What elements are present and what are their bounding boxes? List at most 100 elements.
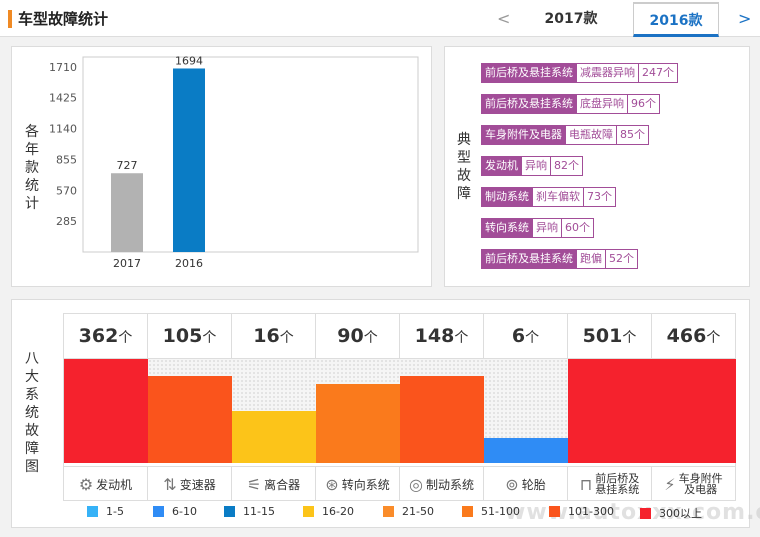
legend-label: 16-20: [322, 505, 354, 518]
vlabel-char: 大: [25, 369, 39, 385]
vlabel-char: 故: [25, 423, 39, 439]
system-label: ⚡ 车身附件 及电器: [652, 467, 736, 501]
fault-system: 发动机: [481, 156, 522, 176]
count-value: 466: [666, 325, 707, 347]
legend-swatch: [640, 507, 651, 519]
count-unit: 个: [706, 330, 721, 346]
fault-description: 底盘异响: [577, 94, 628, 114]
fault-description: 电瓶故障: [566, 125, 617, 145]
fault-description: 异响: [533, 218, 562, 238]
vlabel-char: 统: [25, 178, 39, 194]
system-label: ⊛ 转向系统: [316, 467, 400, 501]
vlabel-char: 障: [25, 441, 39, 457]
vlabel-char: 典: [457, 132, 471, 148]
legend-item: 300以上: [640, 505, 702, 521]
bar-转向系统: [316, 384, 400, 463]
vlabel-char: 年: [25, 142, 39, 158]
fault-count: 96个: [628, 94, 660, 114]
prev-arrow-icon[interactable]: <: [497, 9, 511, 28]
count-unit: 个: [202, 330, 217, 346]
count-value: 362: [78, 325, 119, 347]
bar-2017: [111, 173, 143, 252]
bar-制动系统: [400, 376, 484, 463]
fault-system: 制动系统: [481, 187, 533, 207]
bar-2016: [173, 68, 205, 252]
vlabel-char: 图: [25, 459, 39, 475]
tire-icon: ⊚: [505, 474, 519, 494]
system-name: 车身附件 及电器: [678, 472, 723, 496]
fault-item: 前后桥及悬挂系统 跑偏 52个: [481, 249, 638, 269]
y-tick-label: 285: [56, 215, 77, 228]
vlabel-char: 型: [457, 150, 471, 166]
system-count: 362个: [64, 314, 148, 358]
fault-description: 刹车偏软: [533, 187, 584, 207]
legend-swatch: [549, 506, 560, 517]
system-label: ⚟ 离合器: [232, 467, 316, 501]
fault-count: 73个: [584, 187, 616, 207]
typical-faults-panel: 典 型 故 障 前后桥及悬挂系统 减震器异响 247个 前后桥及悬挂系统 底盘异响 96个…: [444, 46, 750, 287]
system-name: 制动系统: [425, 477, 474, 492]
title-accent: [8, 10, 12, 28]
page-title: 车型故障统计: [18, 10, 109, 28]
fault-system: 车身附件及电器: [481, 125, 566, 145]
y-tick-label: 570: [56, 184, 77, 197]
vlabel-char: 统: [25, 405, 39, 421]
divider: [64, 358, 736, 359]
fault-description: 异响: [522, 156, 551, 176]
bar-车身附件及电器: [652, 359, 736, 463]
system-name: 转向系统: [341, 477, 390, 492]
system-count: 466个: [652, 314, 736, 358]
header: 车型故障统计 < 2017款 2016款 >: [0, 0, 760, 37]
count-value: 148: [414, 325, 455, 347]
system-name: 发动机: [96, 477, 133, 492]
eight-vertical-label: 八 大 系 统 故 障 图: [24, 350, 40, 476]
fault-system: 转向系统: [481, 218, 533, 238]
count-unit: 个: [363, 330, 378, 346]
count-value: 105: [162, 325, 203, 347]
legend-swatch: [462, 506, 473, 517]
bar-value-label: 727: [117, 159, 138, 172]
count-value: 90: [337, 325, 364, 347]
fault-item: 车身附件及电器 电瓶故障 85个: [481, 125, 649, 145]
legend-label: 1-5: [106, 505, 124, 518]
next-arrow-icon[interactable]: >: [738, 9, 752, 28]
bar-离合器: [232, 411, 316, 463]
system-name: 离合器: [264, 477, 301, 492]
y-tick-label: 855: [56, 153, 77, 166]
fault-count: 82个: [551, 156, 583, 176]
eight-systems-panel: 八 大 系 统 故 障 图 362个 ⚙ 发动机 105个 ⇅ 变速器 16个 ⚟ 离合器 90个…: [11, 299, 750, 528]
vlabel-char: 系: [25, 387, 39, 403]
legend-item: 6-10: [153, 505, 197, 518]
tab-2016[interactable]: 2016款: [633, 2, 719, 37]
legend-label: 6-10: [172, 505, 197, 518]
count-unit: 个: [622, 330, 637, 346]
legend-item: 101-300: [549, 505, 614, 518]
system-name: 轮胎: [521, 477, 546, 492]
system-count: 6个: [484, 314, 568, 358]
legend-item: 51-100: [462, 505, 520, 518]
tab-2017[interactable]: 2017款: [544, 11, 598, 27]
legend-label: 101-300: [568, 505, 614, 518]
yearly-vertical-label: 各 年 款 统 计: [24, 123, 40, 213]
steering-wheel-icon: ⊛: [325, 474, 339, 494]
bar-变速器: [148, 376, 232, 463]
system-label: ⊚ 轮胎: [484, 467, 568, 501]
fault-item: 转向系统 异响 60个: [481, 218, 594, 238]
yearly-bar-chart: 285 570 855 1140 1425 1710 727 2017 1694 2016: [49, 54, 419, 270]
system-count: 501个: [568, 314, 652, 358]
vlabel-char: 故: [457, 168, 471, 184]
system-label: ⇅ 变速器: [148, 467, 232, 501]
suspension-icon: ⊓: [579, 474, 593, 494]
x-tick-label: 2017: [113, 257, 141, 270]
system-count: 90个: [316, 314, 400, 358]
x-tick-label: 2016: [175, 257, 203, 270]
legend-item: 16-20: [303, 505, 354, 518]
battery-icon: ⚡: [664, 474, 676, 494]
plot-frame: [82, 56, 419, 253]
vlabel-char: 款: [25, 160, 39, 176]
legend-swatch: [224, 506, 235, 517]
y-tick-label: 1140: [49, 123, 77, 136]
fault-item: 发动机 异响 82个: [481, 156, 583, 176]
system-count: 148个: [400, 314, 484, 358]
fault-system: 前后桥及悬挂系统: [481, 94, 577, 114]
